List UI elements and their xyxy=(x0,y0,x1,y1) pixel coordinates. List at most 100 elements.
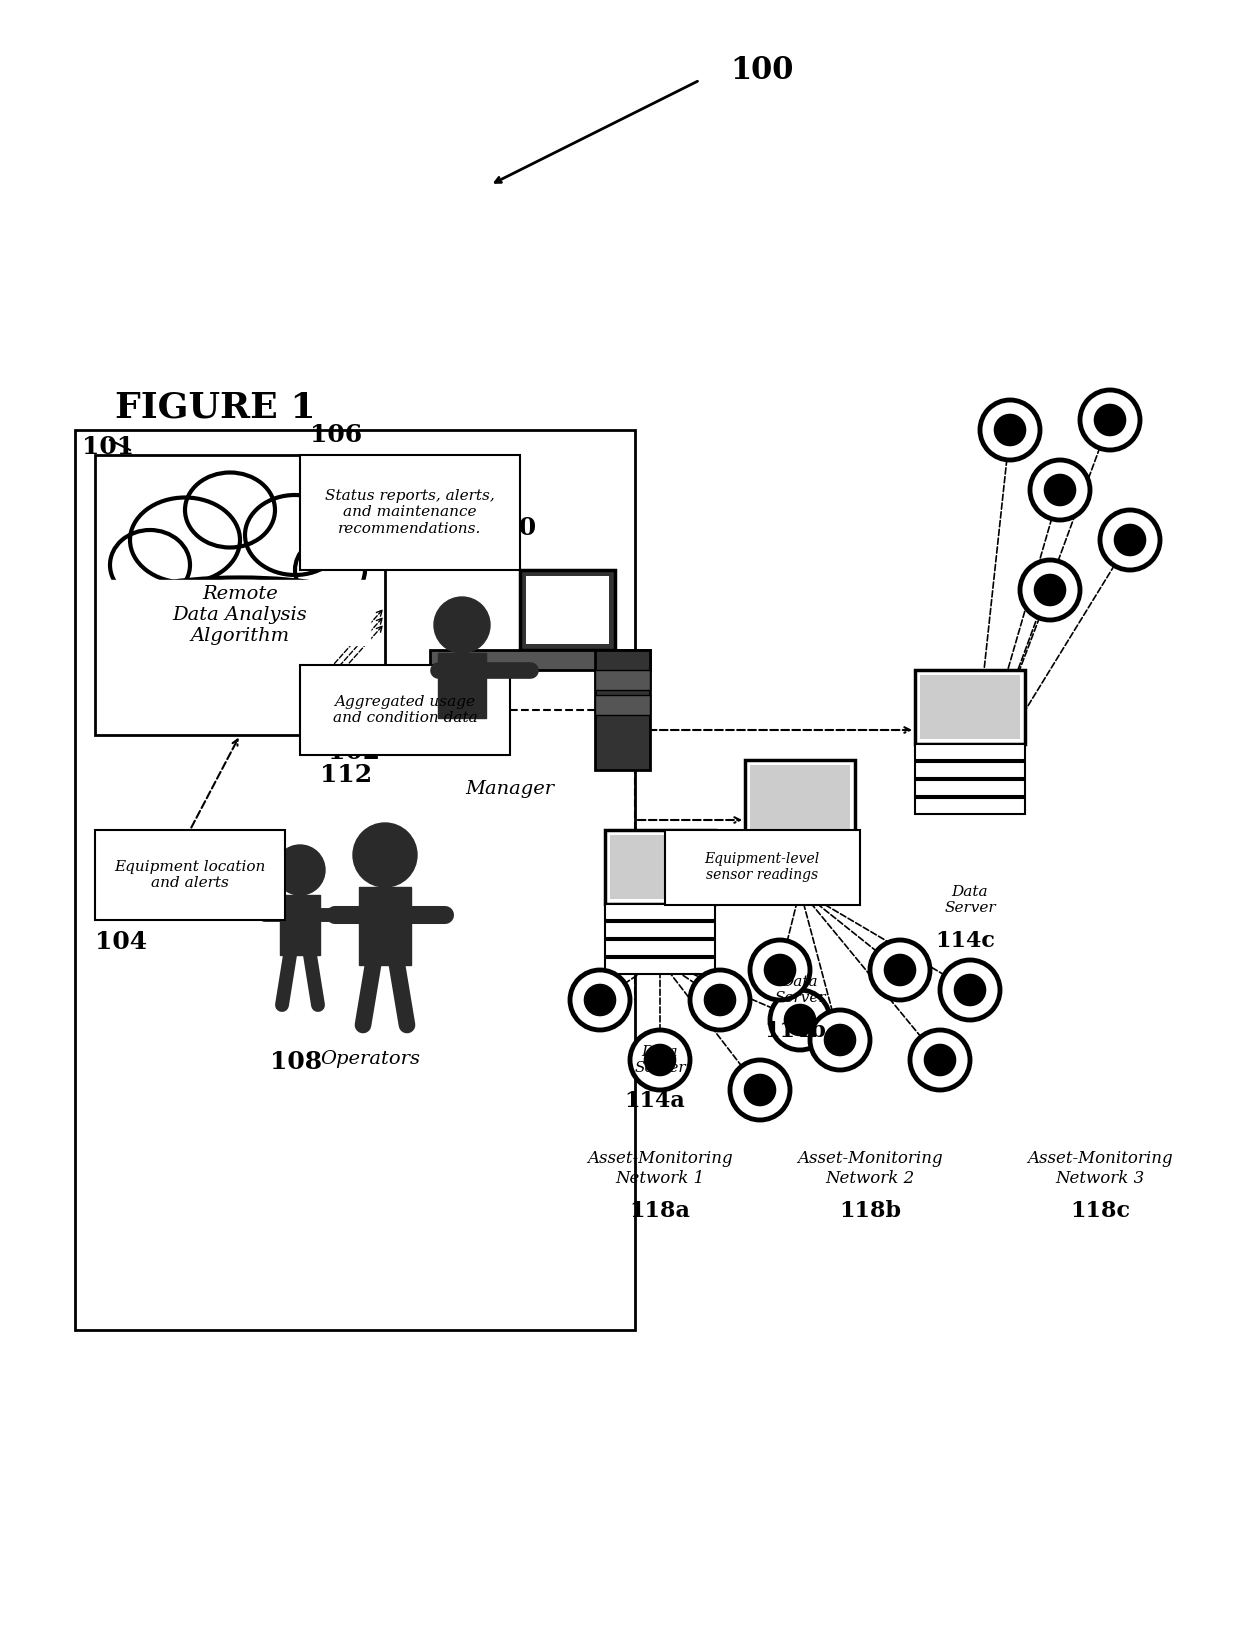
Text: 110: 110 xyxy=(484,516,536,541)
Circle shape xyxy=(1080,390,1140,450)
Bar xyxy=(745,760,856,834)
Ellipse shape xyxy=(185,472,275,547)
Circle shape xyxy=(645,1045,676,1076)
Text: FIGURE 1: FIGURE 1 xyxy=(115,390,316,424)
Bar xyxy=(526,577,609,644)
Circle shape xyxy=(750,940,810,1001)
Ellipse shape xyxy=(110,531,190,600)
Circle shape xyxy=(689,970,750,1030)
Bar xyxy=(605,904,715,921)
Bar xyxy=(605,958,715,975)
Circle shape xyxy=(910,1030,970,1089)
Bar xyxy=(610,835,711,899)
Circle shape xyxy=(870,940,930,1001)
Text: Asset-Monitoring
Network 2: Asset-Monitoring Network 2 xyxy=(797,1150,942,1186)
Bar xyxy=(74,431,635,1330)
Text: 102: 102 xyxy=(327,740,379,763)
Circle shape xyxy=(955,975,986,1006)
Text: Operators: Operators xyxy=(320,1050,420,1068)
Circle shape xyxy=(704,984,735,1016)
Bar xyxy=(110,604,370,645)
Circle shape xyxy=(1021,560,1080,621)
Circle shape xyxy=(980,400,1040,460)
Bar xyxy=(438,654,486,717)
Bar xyxy=(605,940,715,957)
Bar xyxy=(595,695,650,716)
Bar xyxy=(745,834,856,850)
Text: Remote
Data Analysis
Algorithm: Remote Data Analysis Algorithm xyxy=(172,585,308,645)
Circle shape xyxy=(825,1024,856,1055)
Circle shape xyxy=(924,1045,956,1076)
Text: 106: 106 xyxy=(310,423,362,447)
Bar xyxy=(605,830,715,904)
Circle shape xyxy=(584,984,615,1016)
Circle shape xyxy=(810,1011,870,1070)
Text: Asset-Monitoring
Network 1: Asset-Monitoring Network 1 xyxy=(588,1150,733,1186)
Bar xyxy=(430,650,650,670)
Bar xyxy=(595,650,650,770)
Bar xyxy=(750,765,849,829)
Text: Data
Server: Data Server xyxy=(634,1045,686,1075)
Circle shape xyxy=(940,960,999,1020)
Circle shape xyxy=(1030,460,1090,519)
Text: 100: 100 xyxy=(730,56,794,87)
Text: Status reports, alerts,
and maintenance
recommendations.: Status reports, alerts, and maintenance … xyxy=(325,490,495,536)
Ellipse shape xyxy=(246,495,345,575)
Bar xyxy=(95,830,285,921)
Text: 108: 108 xyxy=(270,1050,322,1075)
Text: 114c: 114c xyxy=(935,930,994,952)
Text: 116: 116 xyxy=(670,911,717,932)
Bar xyxy=(595,670,650,690)
Circle shape xyxy=(275,845,325,894)
Bar xyxy=(915,780,1025,796)
Text: Manager: Manager xyxy=(465,780,554,798)
Bar xyxy=(915,762,1025,778)
Circle shape xyxy=(994,414,1025,446)
Bar xyxy=(110,580,370,636)
Bar xyxy=(300,665,510,755)
Bar xyxy=(915,798,1025,814)
Bar xyxy=(915,670,1025,744)
Circle shape xyxy=(785,1004,816,1035)
Circle shape xyxy=(434,596,490,654)
Ellipse shape xyxy=(130,498,241,583)
Text: 101: 101 xyxy=(82,436,134,459)
Text: 118c: 118c xyxy=(1070,1201,1130,1222)
Text: 104: 104 xyxy=(95,930,148,953)
Circle shape xyxy=(730,1060,790,1120)
Text: Asset-Monitoring
Network 3: Asset-Monitoring Network 3 xyxy=(1027,1150,1173,1186)
Bar xyxy=(520,570,615,650)
Text: 112: 112 xyxy=(320,763,372,786)
Text: Data
Server: Data Server xyxy=(944,885,996,916)
Circle shape xyxy=(570,970,630,1030)
Text: 114a: 114a xyxy=(625,1089,686,1112)
Text: 114b: 114b xyxy=(764,1020,826,1042)
Bar xyxy=(745,888,856,904)
Circle shape xyxy=(884,955,915,986)
Circle shape xyxy=(1115,524,1146,555)
Bar xyxy=(300,455,520,570)
Bar xyxy=(110,555,370,636)
Bar xyxy=(605,922,715,939)
Bar xyxy=(745,870,856,886)
Text: Equipment-level
sensor readings: Equipment-level sensor readings xyxy=(704,852,820,883)
Circle shape xyxy=(1034,575,1065,606)
Text: Equipment location
and alerts: Equipment location and alerts xyxy=(114,860,265,889)
Text: 118b: 118b xyxy=(839,1201,901,1222)
Circle shape xyxy=(353,822,417,888)
Ellipse shape xyxy=(113,578,367,632)
Bar xyxy=(915,744,1025,760)
Text: 118a: 118a xyxy=(630,1201,691,1222)
Ellipse shape xyxy=(295,537,365,603)
Circle shape xyxy=(744,1075,775,1106)
Bar xyxy=(280,894,320,955)
Bar xyxy=(745,852,856,868)
Circle shape xyxy=(1044,475,1075,506)
Circle shape xyxy=(1095,405,1126,436)
Bar xyxy=(360,888,410,965)
Bar xyxy=(665,830,861,906)
Bar xyxy=(920,675,1021,739)
Text: Aggregated usage
and condition data: Aggregated usage and condition data xyxy=(332,695,477,726)
Circle shape xyxy=(764,955,796,986)
Circle shape xyxy=(630,1030,689,1089)
